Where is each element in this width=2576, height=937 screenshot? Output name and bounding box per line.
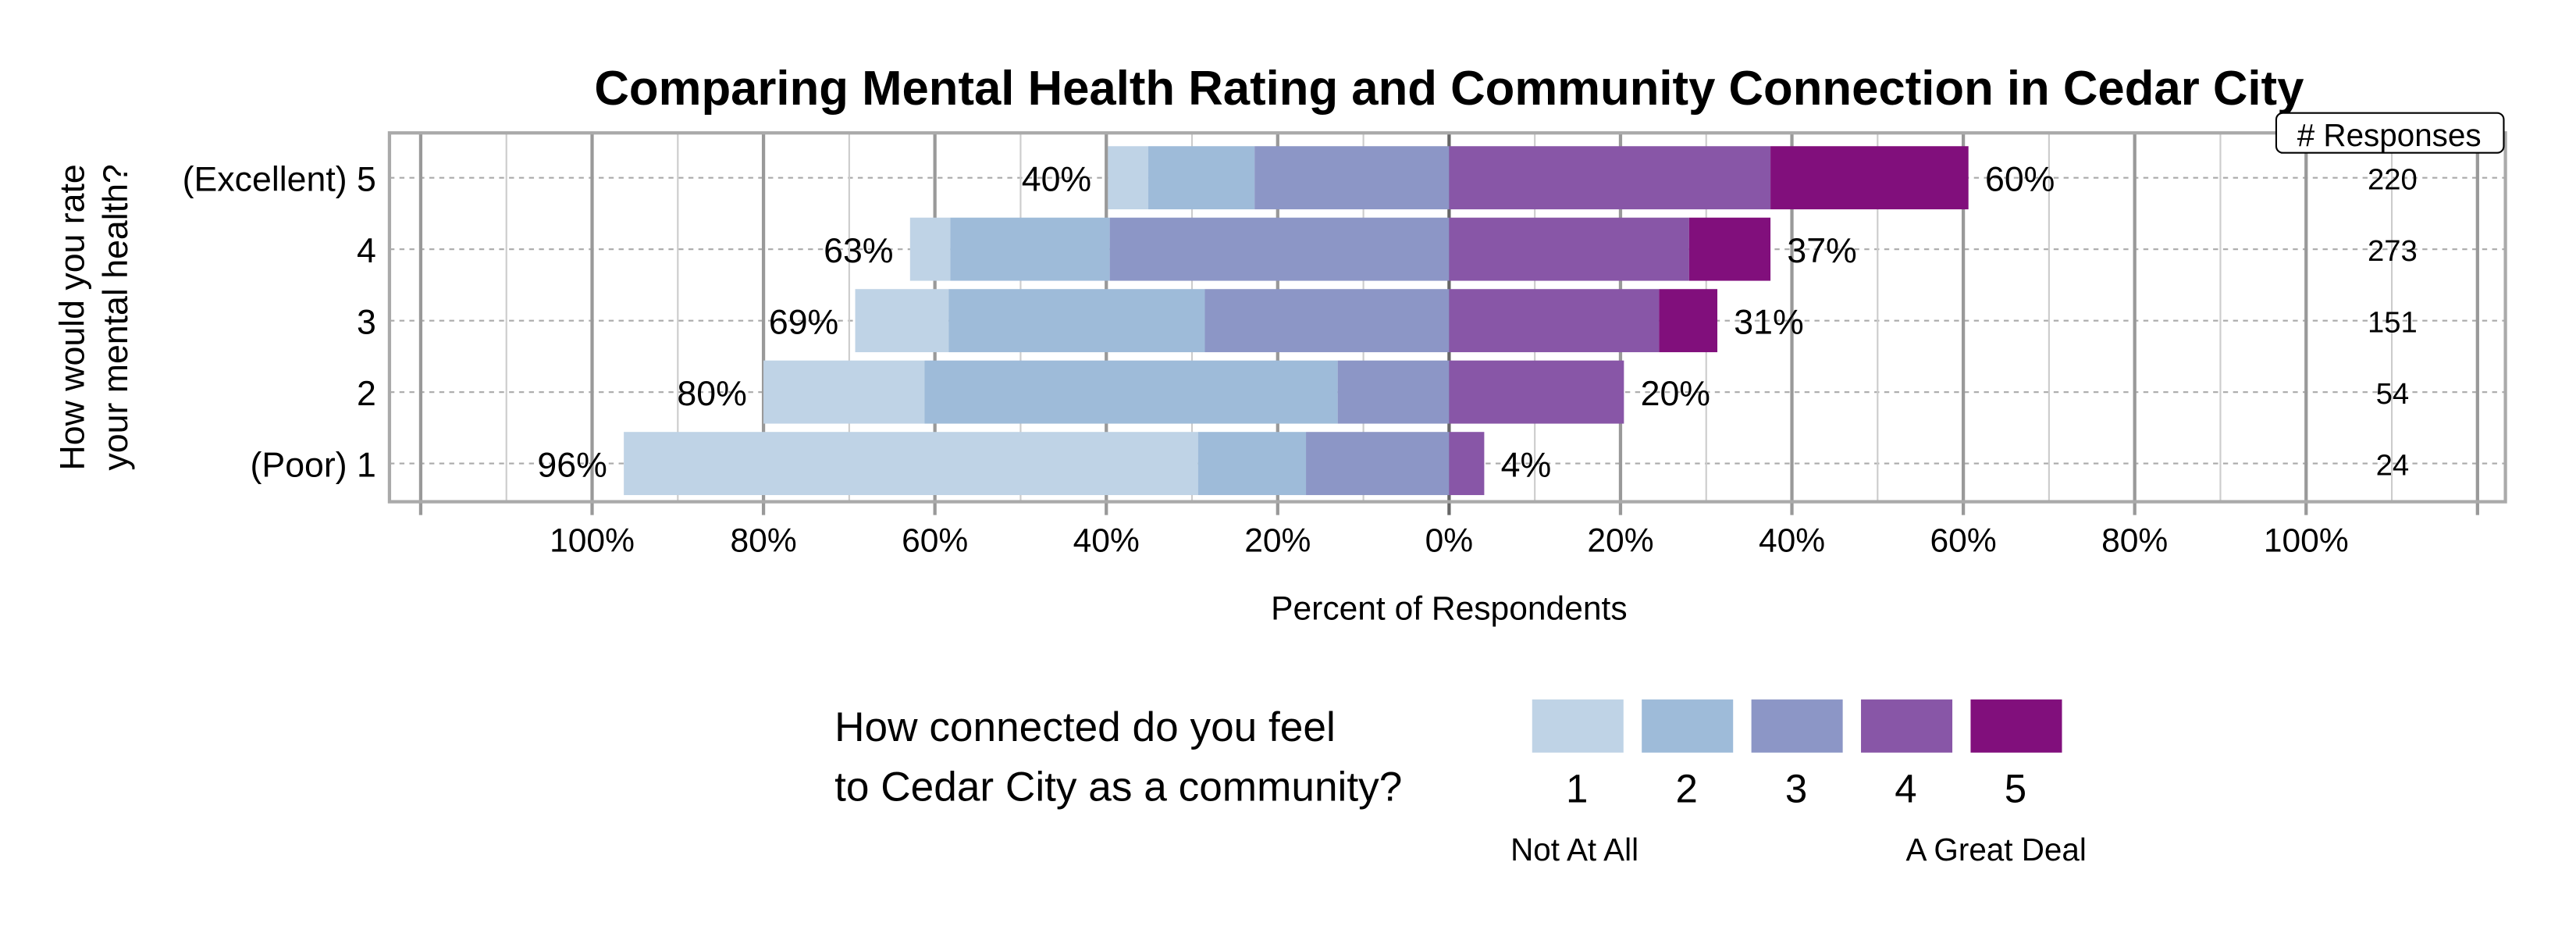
legend-swatch-2 — [1642, 699, 1734, 753]
x-tick-label: 60% — [902, 522, 968, 559]
bar-segment-2 — [950, 217, 1110, 281]
legend-label: 1 — [1566, 767, 1588, 811]
response-count: 220 — [2368, 163, 2418, 197]
plot-frame — [387, 131, 2507, 504]
legend-swatch-4 — [1861, 699, 1953, 753]
legend-title-line-2: to Cedar City as a community? — [834, 764, 1402, 811]
bars — [624, 146, 1969, 496]
x-tick-label: 0% — [1425, 522, 1474, 559]
bar-segment-1 — [909, 217, 951, 281]
y-axis-label-line: How would you rate — [53, 164, 91, 470]
right-percent-label: 4% — [1501, 447, 1552, 485]
bar-segment-2 — [924, 360, 1338, 424]
legend-low-label: Not At All — [1510, 832, 1638, 868]
y-category-label: 2 — [357, 375, 376, 413]
response-count: 273 — [2368, 234, 2418, 268]
legend-label: 4 — [1895, 767, 1916, 811]
left-percent-label: 80% — [677, 375, 746, 413]
left-percent-label: 40% — [1022, 161, 1091, 199]
legend-swatch-1 — [1532, 699, 1624, 753]
bar-segment-3 — [1337, 360, 1450, 424]
legend-title-line-1: How connected do you feel — [834, 704, 1336, 750]
left-percent-label: 96% — [537, 447, 607, 485]
y-category-label: (Excellent) 5 — [183, 161, 376, 199]
bar-segment-1 — [1108, 146, 1149, 210]
bar-segment-4 — [1449, 432, 1485, 496]
left-percent-label: 69% — [769, 304, 838, 342]
responses-header-text: # Responses — [2297, 117, 2482, 153]
y-axis-label: How would you rate your mental health? — [53, 164, 134, 470]
bar-segment-5 — [1770, 146, 1969, 210]
bar-segment-3 — [1109, 217, 1450, 281]
bar-segment-5 — [1688, 217, 1771, 281]
x-tick-label: 20% — [1244, 522, 1311, 559]
x-tick-label: 80% — [731, 522, 797, 559]
legend-high-label: A Great Deal — [1905, 832, 2086, 868]
responses-header: # Responses — [2275, 112, 2505, 154]
bar-segment-5 — [1659, 289, 1718, 353]
x-tick-label: 80% — [2101, 522, 2168, 559]
bar-segment-2 — [948, 289, 1205, 353]
left-percent-label: 63% — [824, 232, 893, 270]
response-count: 151 — [2368, 306, 2418, 340]
bar-segment-3 — [1204, 289, 1450, 353]
response-count: 54 — [2376, 377, 2410, 411]
y-category-label: 3 — [357, 304, 376, 342]
bar-segment-4 — [1449, 146, 1771, 210]
legend-swatch-3 — [1751, 699, 1843, 753]
y-category-label: (Poor) 1 — [251, 447, 376, 485]
bar-segment-2 — [1197, 432, 1307, 496]
x-tick-label: 100% — [550, 522, 635, 559]
response-count: 24 — [2376, 449, 2410, 483]
legend-label: 5 — [2005, 767, 2026, 811]
x-tick-label: 20% — [1587, 522, 1653, 559]
labels: 100% 80% 60% 40% 20% 0% 20% 40% 60% 80% 100% (Excel… — [183, 161, 2418, 560]
legend-swatch-5 — [1970, 699, 2062, 753]
right-percent-label: 31% — [1734, 304, 1803, 342]
x-tick-label: 40% — [1759, 522, 1825, 559]
x-tick-label: 100% — [2264, 522, 2349, 559]
bar-segment-1 — [624, 432, 1198, 496]
x-axis-label: Percent of Respondents — [1271, 590, 1627, 628]
x-tick-label: 60% — [1930, 522, 1997, 559]
bar-segment-3 — [1254, 146, 1450, 210]
legend-label: 2 — [1675, 767, 1697, 811]
bar-segment-3 — [1306, 432, 1450, 496]
chart-title: Comparing Mental Health Rating and Commu… — [594, 62, 2304, 116]
right-percent-label: 20% — [1641, 375, 1710, 413]
legend: How connected do you feel to Cedar City … — [834, 699, 2087, 868]
right-percent-label: 37% — [1787, 232, 1856, 270]
bar-segment-1 — [855, 289, 949, 353]
bar-segment-2 — [1148, 146, 1255, 210]
legend-label: 3 — [1785, 767, 1807, 811]
bar-segment-4 — [1449, 360, 1624, 424]
right-percent-label: 60% — [1985, 161, 2055, 199]
bar-segment-1 — [763, 360, 925, 424]
y-category-label: 4 — [357, 232, 376, 270]
y-axis-label-line: your mental health? — [97, 164, 135, 470]
bar-segment-4 — [1449, 289, 1660, 353]
x-tick-label: 40% — [1073, 522, 1140, 559]
bar-segment-4 — [1449, 217, 1689, 281]
